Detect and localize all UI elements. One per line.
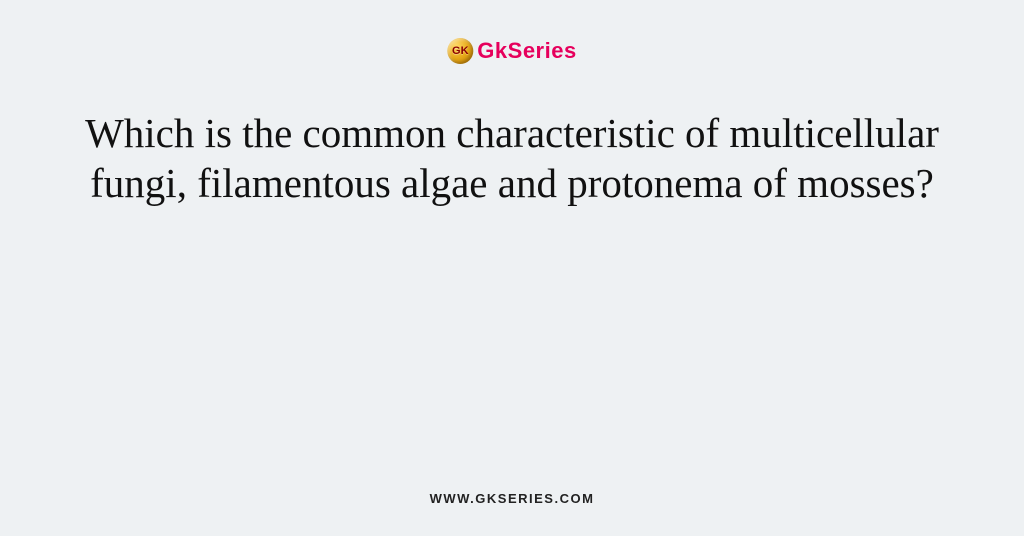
logo-badge-icon: GK	[447, 38, 473, 64]
question-text: Which is the common characteristic of mu…	[72, 108, 952, 208]
footer-url: WWW.GKSERIES.COM	[430, 491, 595, 506]
brand-logo: GK GkSeries	[447, 38, 576, 64]
logo-brand-text: GkSeries	[477, 38, 576, 64]
logo-badge-text: GK	[452, 45, 469, 57]
